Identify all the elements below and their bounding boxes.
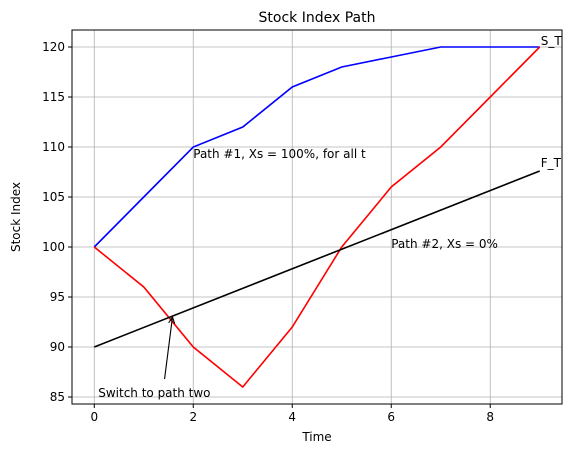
grid-lines — [72, 30, 562, 404]
x-tick-label: 8 — [486, 410, 494, 424]
x-tick-label: 0 — [90, 410, 98, 424]
annotation-arrowhead — [168, 315, 176, 324]
series-lines — [93, 46, 541, 389]
chart-title: Stock Index Path — [259, 10, 376, 26]
y-tick-label: 100 — [42, 240, 65, 254]
x-tick-label: 2 — [189, 410, 197, 424]
annotation-label-4: Path #2, Xs = 0% — [391, 237, 498, 251]
y-tick-label: 110 — [42, 140, 65, 154]
x-tick-label: 6 — [387, 410, 395, 424]
annotation-arrow — [164, 316, 174, 380]
axis-ticks: 0 2 4 6 8 85 90 95 100 105 110 115 120 — [42, 40, 494, 424]
y-tick-label: 120 — [42, 40, 65, 54]
plot-frame — [71, 29, 563, 405]
x-axis-label: Time — [301, 430, 331, 444]
series-line-1 — [93, 46, 540, 248]
y-tick-label: 115 — [42, 90, 65, 104]
annotation-label-5: Switch to path two — [98, 386, 210, 400]
y-tick-label: 95 — [50, 290, 65, 304]
annotation-label-3: Path #1, Xs = 100%, for all t — [193, 147, 366, 161]
y-tick-label: 85 — [50, 390, 65, 404]
y-tick-label: 90 — [50, 340, 65, 354]
annotation-label-2: F_T — [541, 156, 562, 170]
annotation-label-1: S_T — [541, 34, 563, 48]
series-line-3 — [93, 170, 541, 348]
series-line-2 — [93, 46, 541, 389]
x-tick-label: 4 — [288, 410, 296, 424]
annotations: S_T F_T Path #1, Xs = 100%, for all t Path … — [98, 34, 562, 400]
y-tick-label: 105 — [42, 190, 65, 204]
y-axis-label: Stock Index — [9, 182, 23, 252]
